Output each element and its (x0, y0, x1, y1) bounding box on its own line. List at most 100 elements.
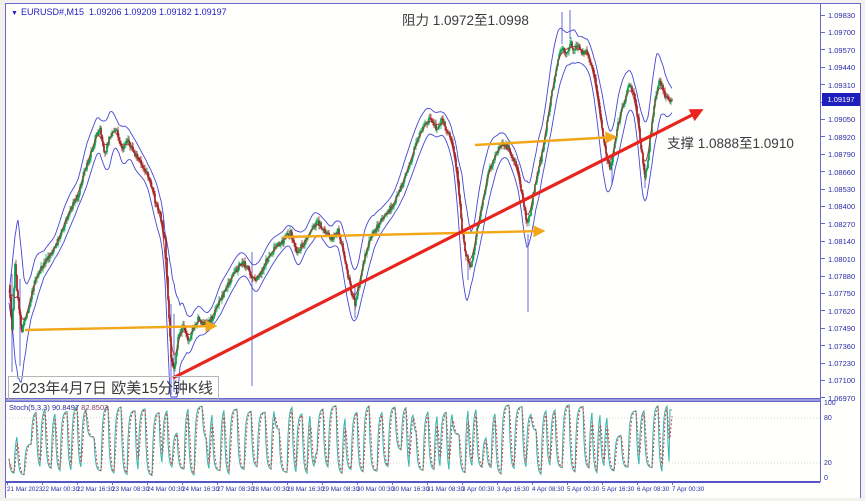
trendline[interactable] (172, 109, 704, 380)
date-tick-mark (672, 483, 673, 485)
date-tick-mark (637, 483, 638, 485)
resistance-annotation: 阻力 1.0972至1.0998 (402, 13, 529, 28)
date-label: 22 Mar 16:30 (77, 486, 115, 493)
price-tick-label: 1.08010 (828, 254, 856, 264)
stoch-name: Stoch(5,3,3) (9, 403, 50, 412)
stoch-panel: Stoch(5,3,3) 90.8497 82.8503 (6, 402, 820, 481)
price-tick-label: 1.08270 (828, 219, 856, 229)
price-tick-label: 1.09050 (828, 115, 856, 125)
chart-caption: 2023年4月7日 欧美15分钟K线 (8, 376, 219, 400)
price-tick-label: 1.07490 (828, 324, 856, 334)
date-tick-mark (392, 483, 393, 485)
price-tick-mark (821, 223, 825, 225)
price-tick-label: 1.07620 (828, 306, 856, 316)
price-tick-mark (821, 188, 825, 190)
price-tick-label: 1.08400 (828, 202, 856, 212)
date-label: 3 Apr 16:30 (497, 486, 530, 493)
horizontal-level-arrows[interactable] (24, 131, 618, 333)
date-tick-mark (217, 483, 218, 485)
date-tick-mark (497, 483, 498, 485)
stoch-scale-label: 100 (824, 400, 836, 407)
main-chart-canvas[interactable] (6, 4, 820, 398)
band-spikes (11, 10, 646, 395)
support-annotation: 支撑 1.0888至1.0910 (667, 136, 794, 151)
price-tick-label: 1.08530 (828, 185, 856, 194)
date-label: 21 Mar 2023 (7, 486, 43, 493)
price-tick-mark (821, 153, 825, 155)
stoch-scale-label: 80 (824, 415, 832, 422)
price-tick-label: 1.09700 (828, 28, 856, 38)
price-tick-label: 1.07100 (828, 376, 856, 386)
price-tick-mark (821, 171, 825, 173)
date-tick-mark (252, 483, 253, 485)
band-lines (8, 27, 673, 398)
date-label: 30 Mar 00:30 (357, 486, 395, 493)
price-tick-label: 1.09830 (828, 11, 856, 20)
price-tick-mark (821, 14, 825, 16)
price-tick-mark (821, 205, 825, 207)
chart-window: ▼ EURUSD#,M15 1.09206 1.09209 1.09182 1.0… (5, 3, 861, 498)
symbol-title: EURUSD#,M15 (20, 7, 84, 17)
price-tick-label: 1.08660 (828, 167, 856, 177)
date-label: 22 Mar 00:30 (42, 486, 80, 493)
price-tick-label: 1.06970 (828, 393, 856, 403)
price-tick-label: 1.09310 (828, 80, 856, 90)
stoch-main-line (8, 404, 672, 477)
date-axis[interactable]: 21 Mar 2023 22 Mar 00:30 22 Mar 16:30 23 Ma… (6, 483, 860, 498)
date-label: 29 Mar 08:30 (322, 486, 360, 493)
date-tick-mark (287, 483, 288, 485)
price-tick-mark (821, 327, 825, 329)
date-tick-mark (532, 483, 533, 485)
current-price-badge: 1.09197 (822, 93, 860, 107)
price-tick-label: 1.07230 (828, 359, 856, 368)
date-tick-mark (7, 483, 8, 485)
price-tick-label: 1.09570 (828, 45, 856, 55)
date-label: 31 Mar 08:30 (427, 486, 465, 493)
ohlc-quotes: 1.09206 1.09209 1.09182 1.09197 (88, 7, 227, 17)
price-tick-mark (821, 240, 825, 242)
price-tick-label: 1.09440 (828, 63, 856, 73)
price-tick-mark (821, 379, 825, 381)
stoch-indicator-label: Stoch(5,3,3) 90.8497 82.8503 (9, 403, 108, 412)
stoch-value-signal: 82.8503 (81, 403, 109, 412)
stoch-scale-label: 20 (824, 460, 832, 467)
date-label: 24 Mar 16:30 (182, 486, 220, 493)
price-tick-mark (821, 49, 825, 51)
price-tick-mark (821, 345, 825, 347)
price-tick-label: 1.08140 (828, 237, 856, 247)
date-label: 5 Apr 00:30 (567, 486, 600, 493)
price-tick-label: 1.07880 (828, 272, 856, 281)
price-tick-mark (821, 84, 825, 86)
date-tick-mark (427, 483, 428, 485)
date-label: 4 Apr 08:30 (532, 486, 565, 493)
stoch-scale-label: 0 (824, 475, 828, 482)
date-axis-separator (6, 481, 820, 483)
date-label: 3 Apr 00:30 (462, 486, 495, 493)
stoch-value-main: 90.8497 (51, 403, 80, 412)
price-tick-mark (821, 310, 825, 312)
stoch-signal-line (8, 404, 673, 477)
price-axis[interactable]: 1.09197 1.09830 1.09700 1.09570 1.09440 1.09… (820, 4, 860, 482)
panel-separator[interactable] (6, 398, 820, 402)
date-label: 27 Mar 08:30 (217, 486, 255, 493)
date-tick-mark (182, 483, 183, 485)
symbol-collapse-icon[interactable]: ▼ (11, 10, 18, 17)
date-label: 7 Apr 00:30 (672, 486, 705, 493)
date-tick-mark (567, 483, 568, 485)
price-tick-label: 1.07750 (828, 289, 856, 299)
price-tick-label: 1.07360 (828, 341, 856, 351)
price-tick-mark (821, 292, 825, 294)
chart-title-bar: ▼ EURUSD#,M15 1.09206 1.09209 1.09182 1.0… (11, 7, 227, 17)
price-tick-mark (821, 118, 825, 120)
price-tick-mark (821, 362, 825, 364)
date-tick-mark (462, 483, 463, 485)
date-tick-mark (602, 483, 603, 485)
date-label: 24 Mar 00:30 (147, 486, 185, 493)
date-tick-mark (112, 483, 113, 485)
stoch-canvas[interactable] (6, 402, 820, 481)
date-label: 23 Mar 08:30 (112, 486, 150, 493)
main-chart-area (6, 4, 820, 398)
date-tick-mark (322, 483, 323, 485)
price-tick-mark (821, 66, 825, 68)
date-label: 30 Mar 16:30 (392, 486, 430, 493)
